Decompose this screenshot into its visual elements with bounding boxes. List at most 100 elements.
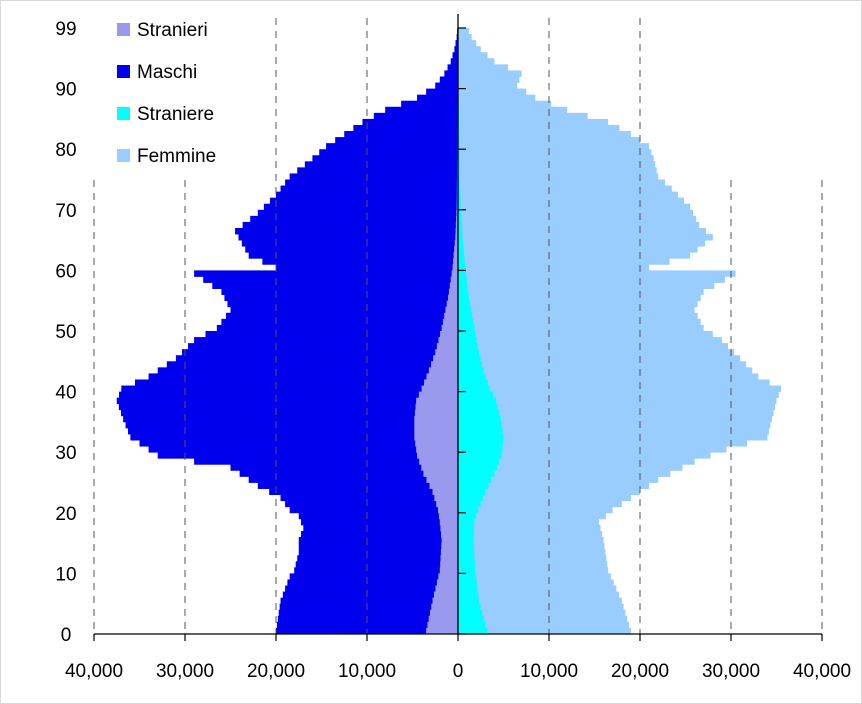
bar-femmine-age-79	[458, 149, 652, 156]
bar-maschi-age-98	[456, 34, 458, 41]
bar-straniere-age-74	[458, 179, 461, 186]
bar-maschi-age-83	[353, 124, 458, 132]
bar-femmine-age-78	[458, 155, 654, 162]
bar-femmine-age-69	[458, 209, 694, 217]
bar-straniere-age-79	[458, 149, 460, 156]
bar-femmine-age-46	[458, 349, 735, 356]
bar-stranieri-age-65	[455, 234, 458, 241]
bar-maschi-age-19	[298, 512, 458, 520]
bar-femmine-age-19	[458, 512, 606, 520]
bar-maschi-age-69	[257, 209, 458, 217]
bar-straniere-age-17	[458, 524, 475, 532]
bar-femmine-age-51	[458, 318, 701, 326]
bar-maschi-age-3	[278, 609, 458, 617]
bar-maschi-age-44	[166, 361, 459, 368]
bar-maschi-age-85	[373, 112, 458, 120]
bar-maschi-age-55	[224, 294, 458, 302]
bar-stranieri-age-54	[446, 300, 458, 308]
bar-maschi-age-46	[181, 349, 458, 356]
bar-straniere-age-39	[458, 391, 494, 399]
bar-stranieri-age-53	[445, 306, 458, 314]
bar-straniere-age-16	[458, 530, 474, 538]
bar-stranieri-age-25	[426, 476, 458, 483]
bar-maschi-age-52	[225, 312, 458, 320]
bar-stranieri-age-29	[417, 452, 458, 459]
y-tick-label: 99	[55, 19, 76, 40]
bar-straniere-age-29	[458, 452, 502, 459]
bar-femmine-age-35	[458, 415, 772, 423]
bar-straniere-age-4	[458, 603, 481, 611]
bar-maschi-age-56	[221, 288, 458, 296]
bar-stranieri-age-16	[441, 530, 458, 538]
bar-straniere-age-53	[458, 306, 472, 314]
bar-stranieri-age-24	[429, 482, 458, 489]
bar-femmine-age-45	[458, 355, 741, 362]
bar-femmine-age-66	[458, 227, 706, 235]
bar-maschi-age-82	[344, 131, 458, 138]
bar-femmine-age-93	[458, 64, 509, 71]
bar-straniere-age-5	[458, 597, 479, 605]
bar-femmine-age-62	[458, 252, 691, 259]
x-tick-label: 20,000	[611, 661, 669, 682]
bar-maschi-age-10	[294, 567, 458, 574]
series-maschi	[116, 28, 459, 635]
bar-femmine-age-36	[458, 409, 774, 417]
bar-maschi-age-87	[401, 100, 459, 108]
bar-femmine-age-7	[458, 585, 617, 592]
legend-label: Maschi	[137, 62, 197, 83]
bar-femmine-age-42	[458, 373, 759, 380]
bar-maschi-age-20	[289, 506, 458, 514]
bar-straniere-age-8	[458, 579, 477, 586]
bar-femmine-age-99	[458, 28, 469, 35]
bar-straniere-age-15	[458, 537, 474, 544]
bar-maschi-age-18	[301, 518, 458, 526]
bar-femmine-age-76	[458, 167, 657, 174]
bar-maschi-age-11	[295, 561, 458, 568]
bar-stranieri-age-66	[455, 227, 458, 235]
bar-straniere-age-72	[458, 191, 461, 199]
bar-stranieri-age-15	[441, 537, 458, 544]
bar-stranieri-age-20	[437, 506, 458, 514]
bar-femmine-age-48	[458, 337, 722, 344]
bar-femmine-age-27	[458, 464, 683, 471]
bar-maschi-age-34	[125, 421, 459, 429]
bar-stranieri-age-64	[454, 240, 458, 247]
bar-straniere-age-33	[458, 427, 503, 435]
bar-straniere-age-2	[458, 615, 484, 623]
bar-maschi-age-27	[230, 464, 458, 471]
bar-straniere-age-30	[458, 446, 503, 453]
bar-maschi-age-17	[303, 524, 458, 532]
bar-straniere-age-47	[458, 343, 478, 350]
bar-femmine-age-96	[458, 46, 481, 53]
bar-maschi-age-8	[287, 579, 459, 586]
bar-stranieri-age-69	[456, 209, 458, 217]
bar-straniere-age-80	[458, 143, 460, 150]
bar-maschi-age-93	[447, 64, 458, 71]
bar-maschi-age-77	[304, 161, 458, 168]
bar-stranieri-age-42	[426, 373, 458, 380]
bar-straniere-age-1	[458, 621, 486, 629]
bar-maschi-age-94	[450, 58, 458, 65]
y-tick-label: 90	[55, 80, 76, 101]
bar-stranieri-age-62	[453, 252, 458, 259]
legend-label: Straniere	[137, 104, 214, 125]
bar-femmine-age-50	[458, 324, 704, 332]
bar-maschi-age-39	[119, 391, 459, 399]
bar-maschi-age-1	[276, 621, 458, 629]
bar-femmine-age-55	[458, 294, 701, 302]
bar-femmine-age-11	[458, 561, 608, 568]
bar-maschi-age-26	[239, 470, 458, 477]
bar-straniere-age-63	[458, 246, 464, 253]
bar-straniere-age-27	[458, 464, 497, 471]
bar-femmine-age-13	[458, 549, 606, 556]
bar-stranieri-age-70	[456, 203, 458, 211]
bar-stranieri-age-2	[428, 615, 458, 623]
bar-femmine-age-91	[458, 76, 520, 83]
bar-femmine-age-57	[458, 282, 715, 289]
bar-stranieri-age-9	[438, 573, 458, 580]
bar-straniere-age-21	[458, 500, 481, 508]
bar-maschi-age-43	[157, 367, 458, 374]
bar-femmine-age-83	[458, 124, 620, 132]
bar-femmine-age-59	[458, 270, 736, 277]
bar-straniere-age-57	[458, 282, 468, 289]
